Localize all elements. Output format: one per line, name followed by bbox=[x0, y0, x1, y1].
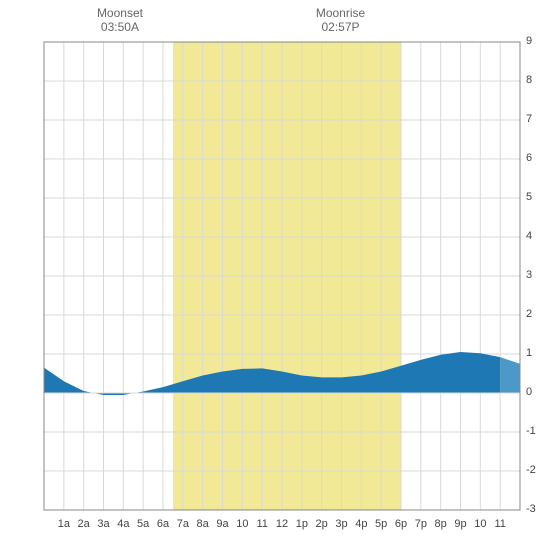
moon-event-title: Moonrise bbox=[316, 6, 365, 20]
y-axis-label: 0 bbox=[526, 386, 532, 398]
x-axis-label: 2a bbox=[78, 518, 90, 530]
moon-event-time: 02:57P bbox=[316, 20, 365, 34]
y-axis-label: 9 bbox=[526, 35, 532, 47]
y-axis-label: 4 bbox=[526, 230, 532, 242]
x-axis-label: 12 bbox=[276, 518, 288, 530]
y-axis-label: 5 bbox=[526, 191, 532, 203]
x-axis-label: 6p bbox=[395, 518, 407, 530]
y-axis-label: -2 bbox=[526, 464, 536, 476]
x-axis-label: 5a bbox=[137, 518, 149, 530]
x-axis-label: 3p bbox=[335, 518, 347, 530]
x-axis-label: 4p bbox=[355, 518, 367, 530]
x-axis-label: 11 bbox=[494, 518, 505, 530]
moonrise-label: Moonrise02:57P bbox=[316, 6, 365, 35]
y-axis-label: 6 bbox=[526, 152, 532, 164]
y-axis-label: 3 bbox=[526, 269, 532, 281]
x-axis-label: 7a bbox=[177, 518, 189, 530]
y-axis-label: -1 bbox=[526, 425, 536, 437]
y-axis-label: -3 bbox=[526, 503, 536, 515]
moon-event-title: Moonset bbox=[97, 6, 143, 20]
x-axis-label: 7p bbox=[415, 518, 427, 530]
x-axis-label: 4a bbox=[117, 518, 129, 530]
x-axis-label: 9p bbox=[454, 518, 466, 530]
chart-svg bbox=[0, 0, 550, 550]
x-axis-label: 8p bbox=[435, 518, 447, 530]
x-axis-label: 9a bbox=[216, 518, 228, 530]
y-axis-label: 8 bbox=[526, 74, 532, 86]
x-axis-label: 10 bbox=[474, 518, 486, 530]
y-axis-label: 2 bbox=[526, 308, 532, 320]
moonset-label: Moonset03:50A bbox=[97, 6, 143, 35]
moon-event-time: 03:50A bbox=[97, 20, 143, 34]
x-axis-label: 1a bbox=[58, 518, 70, 530]
tide-chart: -3-2-101234567891a2a3a4a5a6a7a8a9a101112… bbox=[0, 0, 550, 550]
x-axis-label: 2p bbox=[316, 518, 328, 530]
x-axis-label: 3a bbox=[97, 518, 109, 530]
x-axis-label: 11 bbox=[256, 518, 267, 530]
y-axis-label: 7 bbox=[526, 113, 532, 125]
x-axis-label: 1p bbox=[296, 518, 308, 530]
x-axis-label: 6a bbox=[157, 518, 169, 530]
x-axis-label: 10 bbox=[236, 518, 248, 530]
y-axis-label: 1 bbox=[526, 347, 532, 359]
x-axis-label: 8a bbox=[197, 518, 209, 530]
x-axis-label: 5p bbox=[375, 518, 387, 530]
